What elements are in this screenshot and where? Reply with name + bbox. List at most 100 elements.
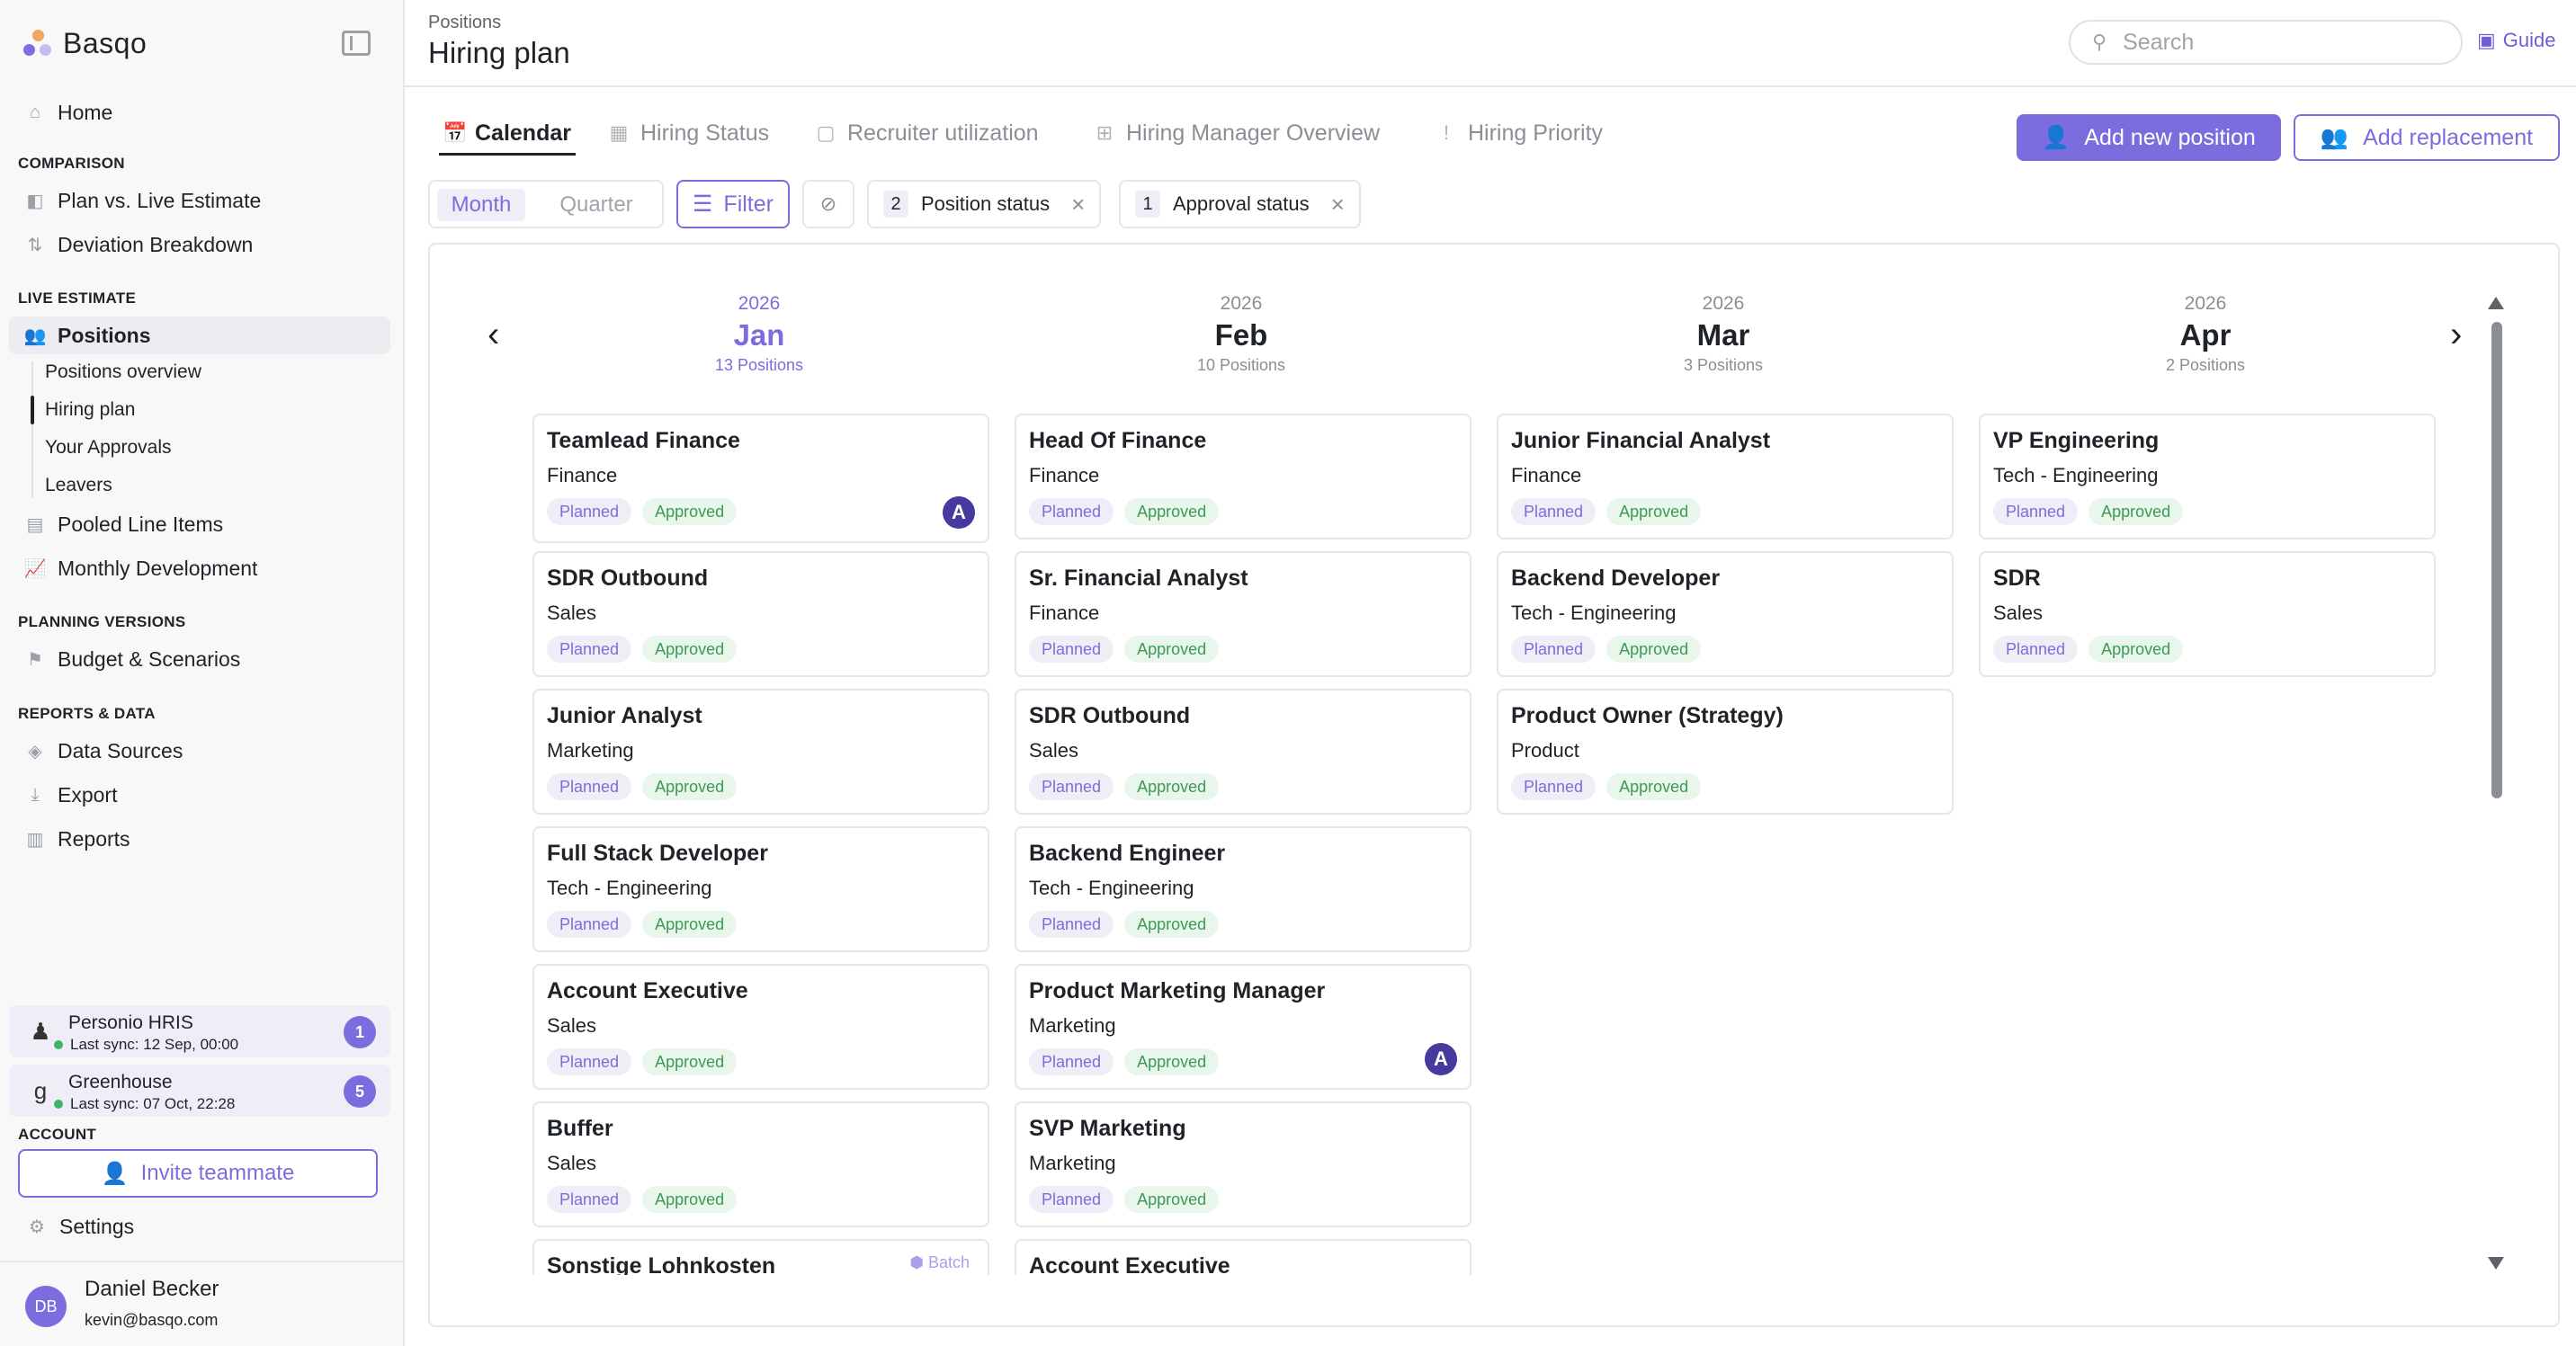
position-title: Account Executive xyxy=(547,978,748,1003)
position-tags: Planned Approved xyxy=(1993,498,2184,525)
position-card[interactable]: Account Executive Sales Planned Approved xyxy=(532,964,989,1090)
sidebar-toggle-icon[interactable] xyxy=(342,31,371,56)
assignee-logo-icon: A xyxy=(1425,1043,1457,1075)
status-badge-planned: Planned xyxy=(547,636,632,663)
position-card[interactable]: SDR Outbound Sales Planned Approved xyxy=(1015,689,1471,815)
period-month[interactable]: Month xyxy=(437,189,525,221)
filter-chip-approval-status[interactable]: 1 Approval status × xyxy=(1119,180,1361,228)
prev-month-arrow-icon[interactable]: ‹ xyxy=(487,315,500,354)
position-card[interactable]: Sr. Financial Analyst Finance Planned Appro… xyxy=(1015,551,1471,677)
sidebar-item-data-sources[interactable]: ◈ Data Sources xyxy=(25,733,183,769)
position-card[interactable]: Teamlead Finance Finance Planned Approved A xyxy=(532,414,989,543)
next-month-arrow-icon[interactable]: › xyxy=(2450,315,2463,354)
position-card[interactable]: Product Owner (Strategy) Product Planned Ap… xyxy=(1497,689,1954,815)
status-badge-planned: Planned xyxy=(1993,498,2079,525)
position-card[interactable]: Buffer Sales Planned Approved xyxy=(532,1101,989,1227)
tab-label: Hiring Manager Overview xyxy=(1126,120,1381,146)
filter-chip-position-status[interactable]: 2 Position status × xyxy=(867,180,1102,228)
sidebar-item-positions-overview[interactable]: Positions overview xyxy=(45,361,201,382)
sidebar-item-positions[interactable]: 👥 Positions xyxy=(23,317,151,353)
batch-text: Batch xyxy=(927,1253,970,1271)
guide-label: Guide xyxy=(2502,29,2556,51)
close-icon[interactable]: × xyxy=(1071,190,1086,218)
position-department: Finance xyxy=(1511,464,1582,486)
position-tags: Planned Approved xyxy=(547,773,738,800)
status-badge-planned: Planned xyxy=(1029,773,1114,800)
sidebar-item-label: Reports xyxy=(58,826,130,851)
sidebar-item-monthly[interactable]: 📈 Monthly Development xyxy=(24,550,258,586)
invite-teammate-button[interactable]: 👤 Invite teammate xyxy=(18,1149,378,1198)
tab-calendar[interactable]: 📅 Calendar xyxy=(443,117,571,149)
position-card[interactable]: Full Stack Developer Tech - Engineering Pl… xyxy=(532,826,989,952)
scrollbar[interactable] xyxy=(2491,322,2502,798)
position-department: Tech - Engineering xyxy=(1029,877,1194,899)
tab-hiring-manager-overview[interactable]: ⊞ Hiring Manager Overview xyxy=(1094,117,1380,149)
position-card[interactable]: Sonstige Lohnkosten ⬢ Batch xyxy=(532,1239,989,1275)
sidebar-item-leavers[interactable]: Leavers xyxy=(45,475,112,495)
search-icon: ⚲ xyxy=(2092,31,2107,53)
close-icon[interactable]: × xyxy=(1330,190,1345,218)
position-department: Sales xyxy=(547,602,597,624)
add-new-position-button[interactable]: 👤 Add new position xyxy=(2017,114,2281,161)
period-quarter[interactable]: Quarter xyxy=(559,192,633,217)
users-icon: 👥 xyxy=(23,325,47,346)
kanban-icon: ▦ xyxy=(609,121,629,144)
sidebar-item-deviation[interactable]: ⇅ Deviation Breakdown xyxy=(25,227,254,263)
sidebar-item-pooled[interactable]: ▤ Pooled Line Items xyxy=(25,506,224,542)
guide-link[interactable]: ▣ Guide xyxy=(2477,29,2556,52)
scroll-down-icon[interactable] xyxy=(2488,1257,2504,1270)
tab-hiring-priority[interactable]: ! Hiring Priority xyxy=(1436,117,1603,149)
position-card[interactable]: Backend Engineer Tech - Engineering Planne… xyxy=(1015,826,1471,952)
position-department: Marketing xyxy=(1029,1014,1116,1037)
sidebar-item-export[interactable]: ⤓ Export xyxy=(25,777,118,813)
position-card[interactable]: SDR Sales Planned Approved xyxy=(1979,551,2436,677)
divider xyxy=(0,1261,405,1262)
sidebar-item-plan-vs-live[interactable]: ◧ Plan vs. Live Estimate xyxy=(25,183,262,218)
position-card[interactable]: SDR Outbound Sales Planned Approved xyxy=(532,551,989,677)
position-card[interactable]: SVP Marketing Marketing Planned Approved xyxy=(1015,1101,1471,1227)
clear-filter-button[interactable]: ⊘ xyxy=(802,180,854,228)
search-box[interactable]: ⚲ xyxy=(2069,20,2463,65)
position-tags: Planned Approved xyxy=(1511,773,1702,800)
position-department: Sales xyxy=(547,1014,597,1037)
position-card[interactable]: VP Engineering Tech - Engineering Planned A… xyxy=(1979,414,2436,539)
sort-arrows-icon: ⇅ xyxy=(27,235,43,255)
sidebar-item-label: Pooled Line Items xyxy=(58,512,224,536)
position-card[interactable]: Backend Developer Tech - Engineering Plann… xyxy=(1497,551,1954,677)
filter-button[interactable]: ☰ Filter xyxy=(676,180,790,228)
position-card[interactable]: Account Executive xyxy=(1015,1239,1471,1275)
sidebar-item-your-approvals[interactable]: Your Approvals xyxy=(45,437,172,458)
flag-icon: ⚑ xyxy=(27,649,43,670)
status-badge-planned: Planned xyxy=(1029,1186,1114,1213)
breadcrumb[interactable]: Positions xyxy=(428,13,502,32)
sidebar-item-hiring-plan[interactable]: Hiring plan xyxy=(45,399,136,420)
position-card[interactable]: Product Marketing Manager Marketing Planne… xyxy=(1015,964,1471,1090)
position-card[interactable]: Junior Analyst Marketing Planned Approved xyxy=(532,689,989,815)
position-card[interactable]: Head Of Finance Finance Planned Approved xyxy=(1015,414,1471,539)
add-replacement-button[interactable]: 👥 Add replacement xyxy=(2294,114,2560,161)
status-badge-planned: Planned xyxy=(547,1048,632,1075)
app-logo[interactable]: Basqo xyxy=(23,27,147,60)
integration-count-badge: 1 xyxy=(344,1016,376,1048)
period-toggle: Month Quarter xyxy=(428,180,664,228)
sidebar-item-home[interactable]: ⌂ Home xyxy=(25,94,112,130)
sidebar-item-settings[interactable]: ⚙ Settings xyxy=(27,1208,134,1244)
position-tags: Planned Approved xyxy=(1511,636,1702,663)
position-tags: Planned Approved xyxy=(1029,636,1220,663)
integration-personio[interactable]: ♟ Personio HRIS Last sync: 12 Sep, 00:00… xyxy=(9,1005,390,1057)
status-dot-icon xyxy=(54,1100,63,1109)
sidebar-item-budget[interactable]: ⚑ Budget & Scenarios xyxy=(25,641,240,677)
tab-recruiter-utilization[interactable]: ▢ Recruiter utilization xyxy=(815,117,1039,149)
avatar[interactable]: DB xyxy=(25,1286,67,1327)
status-badge-planned: Planned xyxy=(1993,636,2079,663)
tab-hiring-status[interactable]: ▦ Hiring Status xyxy=(608,117,770,149)
section-account: ACCOUNT xyxy=(18,1126,97,1143)
position-card[interactable]: Junior Financial Analyst Finance Planned Ap… xyxy=(1497,414,1954,539)
position-title: Sr. Financial Analyst xyxy=(1029,566,1248,591)
sidebar-item-reports[interactable]: ▥ Reports xyxy=(25,821,130,857)
scroll-up-icon[interactable] xyxy=(2488,297,2504,309)
sidebar-item-label: Settings xyxy=(59,1214,135,1238)
gear-icon: ⚙ xyxy=(29,1217,45,1237)
integration-greenhouse[interactable]: ɡ Greenhouse Last sync: 07 Oct, 22:28 5 xyxy=(9,1065,390,1117)
search-input[interactable] xyxy=(2123,29,2429,56)
